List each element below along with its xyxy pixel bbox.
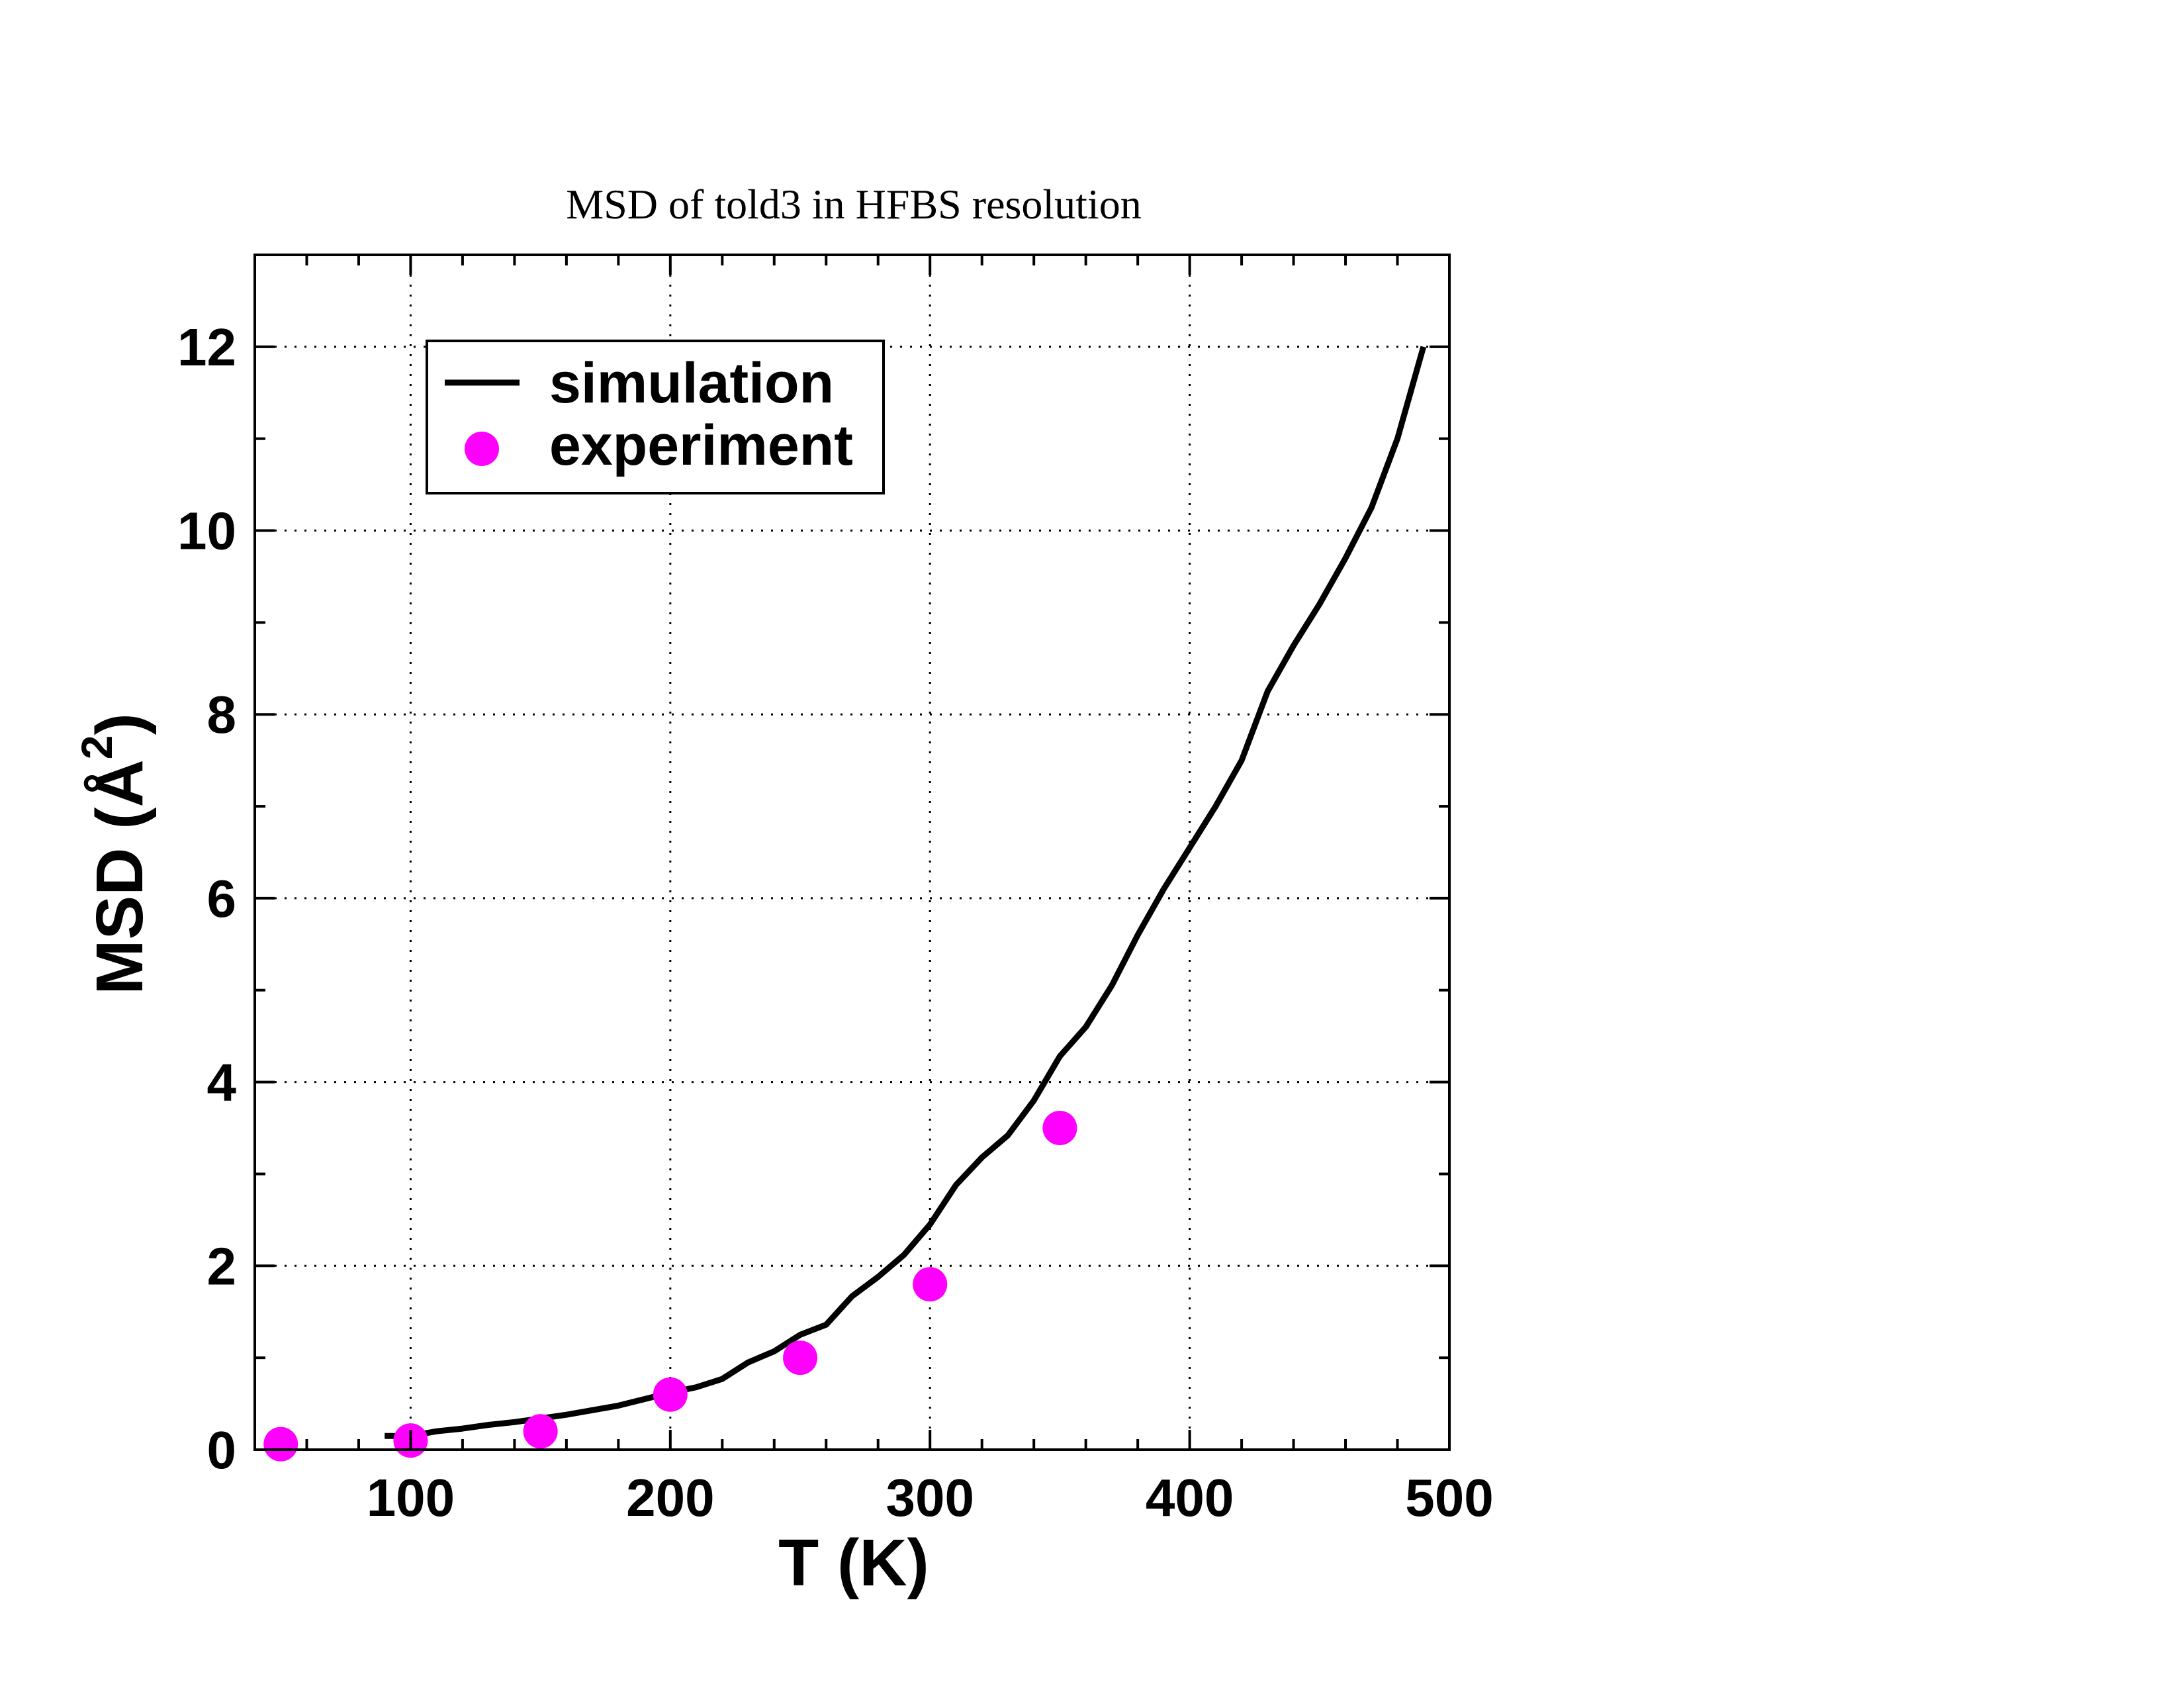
y-tick-label: 8 bbox=[207, 685, 237, 744]
y-axis-label-close: ) bbox=[83, 713, 157, 735]
y-tick-label: 10 bbox=[177, 502, 236, 561]
chart-title: MSD of told3 in HFBS resolution bbox=[566, 181, 1141, 228]
y-axis-label-unit: Å bbox=[83, 759, 157, 807]
experiment-point bbox=[653, 1377, 688, 1412]
y-tick-label: 0 bbox=[207, 1421, 237, 1479]
legend: simulation experiment bbox=[426, 340, 885, 494]
legend-box bbox=[426, 340, 885, 494]
experiment-point bbox=[913, 1267, 948, 1302]
y-axis-label-text: MSD ( bbox=[83, 807, 157, 995]
legend-experiment-label: experiment bbox=[549, 414, 853, 477]
y-tick-label: 12 bbox=[177, 318, 236, 377]
experiment-point bbox=[1042, 1111, 1077, 1146]
x-tick-label: 200 bbox=[626, 1468, 714, 1527]
tick-labels: 100 200 300 400 500 0 2 4 6 8 10 12 bbox=[177, 318, 1494, 1527]
legend-simulation-label: simulation bbox=[549, 352, 834, 415]
x-tick-label: 400 bbox=[1146, 1468, 1234, 1527]
y-tick-label: 2 bbox=[207, 1237, 237, 1295]
axis-ticks bbox=[255, 254, 1451, 1451]
y-axis-label-superscript: 2 bbox=[72, 735, 121, 760]
x-tick-label: 500 bbox=[1405, 1468, 1493, 1527]
y-tick-label: 6 bbox=[207, 869, 237, 928]
y-tick-label: 4 bbox=[207, 1053, 237, 1112]
plot-frame bbox=[253, 254, 1451, 1451]
experiment-point bbox=[263, 1427, 298, 1462]
y-axis-label: MSD (Å2) bbox=[72, 713, 157, 995]
x-tick-label: 100 bbox=[367, 1468, 455, 1527]
experiment-point bbox=[783, 1340, 818, 1376]
legend-experiment-marker-sample bbox=[465, 432, 499, 466]
x-axis-label: T (K) bbox=[778, 1526, 929, 1600]
x-tick-label: 300 bbox=[886, 1468, 974, 1527]
simulation-line bbox=[385, 346, 1427, 1439]
plot-series bbox=[263, 346, 1427, 1462]
experiment-point bbox=[523, 1414, 558, 1449]
